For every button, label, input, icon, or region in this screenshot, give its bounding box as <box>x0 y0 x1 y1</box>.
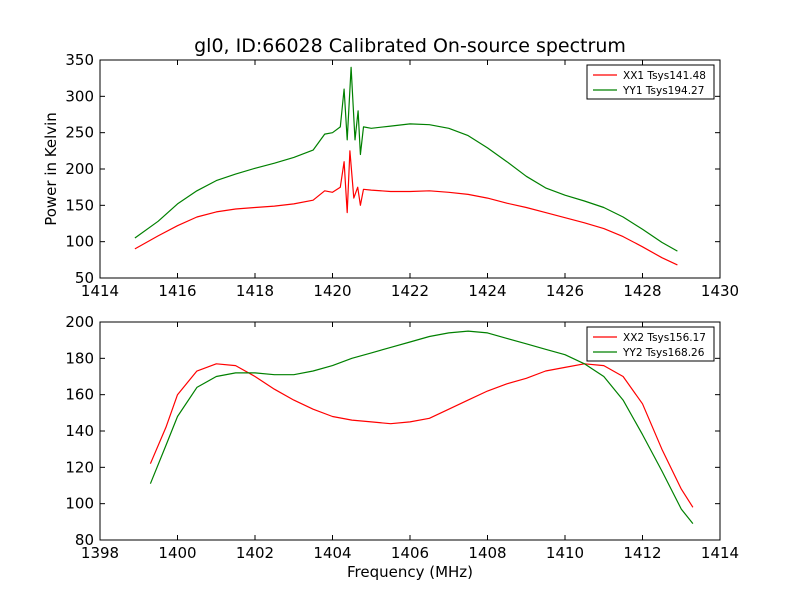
x-tick-label: 1402 <box>236 544 274 562</box>
legend-entry-2: YY1 Tsys194.27 <box>622 85 704 97</box>
y-axis-label: Power in Kelvin <box>42 112 60 226</box>
x-tick-label: 1412 <box>623 544 661 562</box>
y-tick-label: 200 <box>65 313 94 331</box>
x-tick-label: 1406 <box>391 544 429 562</box>
x-tick-label: 1400 <box>158 544 196 562</box>
x-tick-label: 1414 <box>81 282 119 300</box>
y-tick-label: 100 <box>65 233 94 251</box>
x-tick-label: 1426 <box>546 282 584 300</box>
y-tick-label: 150 <box>65 196 94 214</box>
figure-title: gl0, ID:66028 Calibrated On-source spect… <box>194 35 626 57</box>
y-tick-label: 200 <box>65 160 94 178</box>
series-line-2 <box>134 66 678 252</box>
x-tick-label: 1416 <box>158 282 196 300</box>
x-tick-label: 1410 <box>546 544 584 562</box>
y-tick-label: 50 <box>75 269 94 287</box>
series-line-1 <box>134 150 678 266</box>
legend-entry-1: XX2 Tsys156.17 <box>623 332 706 344</box>
top-spectrum-plot: 1414 1416 1418 1420 1422 1424 1426 1428 1430 50 10… <box>42 51 739 300</box>
x-tick-label: 1428 <box>623 282 661 300</box>
x-tick-label: 1398 <box>81 544 119 562</box>
x-tick-label: 1418 <box>236 282 274 300</box>
y-tick-label: 120 <box>65 458 94 476</box>
legend: XX2 Tsys156.17 YY2 Tsys168.26 <box>586 326 715 362</box>
y-tick-label: 80 <box>75 531 94 549</box>
legend: XX1 Tsys141.48 YY1 Tsys194.27 <box>586 64 715 100</box>
x-tick-label: 1420 <box>313 282 351 300</box>
legend-box <box>586 326 715 362</box>
legend-box <box>586 64 715 100</box>
y-tick-label: 180 <box>65 349 94 367</box>
y-tick-label: 140 <box>65 422 94 440</box>
y-tick-label: 300 <box>65 87 94 105</box>
x-tick-label: 1414 <box>701 544 739 562</box>
legend-entry-1: XX1 Tsys141.48 <box>623 70 706 82</box>
x-tick-label: 1404 <box>313 544 351 562</box>
x-tick-label: 1422 <box>391 282 429 300</box>
bottom-spectrum-plot: 1398 1400 1402 1404 1406 1408 1410 1412 1414 80 10… <box>65 313 739 581</box>
x-tick-label: 1408 <box>468 544 506 562</box>
x-tick-label: 1430 <box>701 282 739 300</box>
y-tick-label: 160 <box>65 386 94 404</box>
series-line-1 <box>149 363 694 508</box>
y-tick-label: 100 <box>65 495 94 513</box>
y-tick-label: 350 <box>65 51 94 69</box>
x-axis-label: Frequency (MHz) <box>347 563 473 581</box>
x-tick-label: 1424 <box>468 282 506 300</box>
series-line-2 <box>149 330 694 524</box>
legend-entry-2: YY2 Tsys168.26 <box>622 347 705 359</box>
y-tick-label: 250 <box>65 124 94 142</box>
